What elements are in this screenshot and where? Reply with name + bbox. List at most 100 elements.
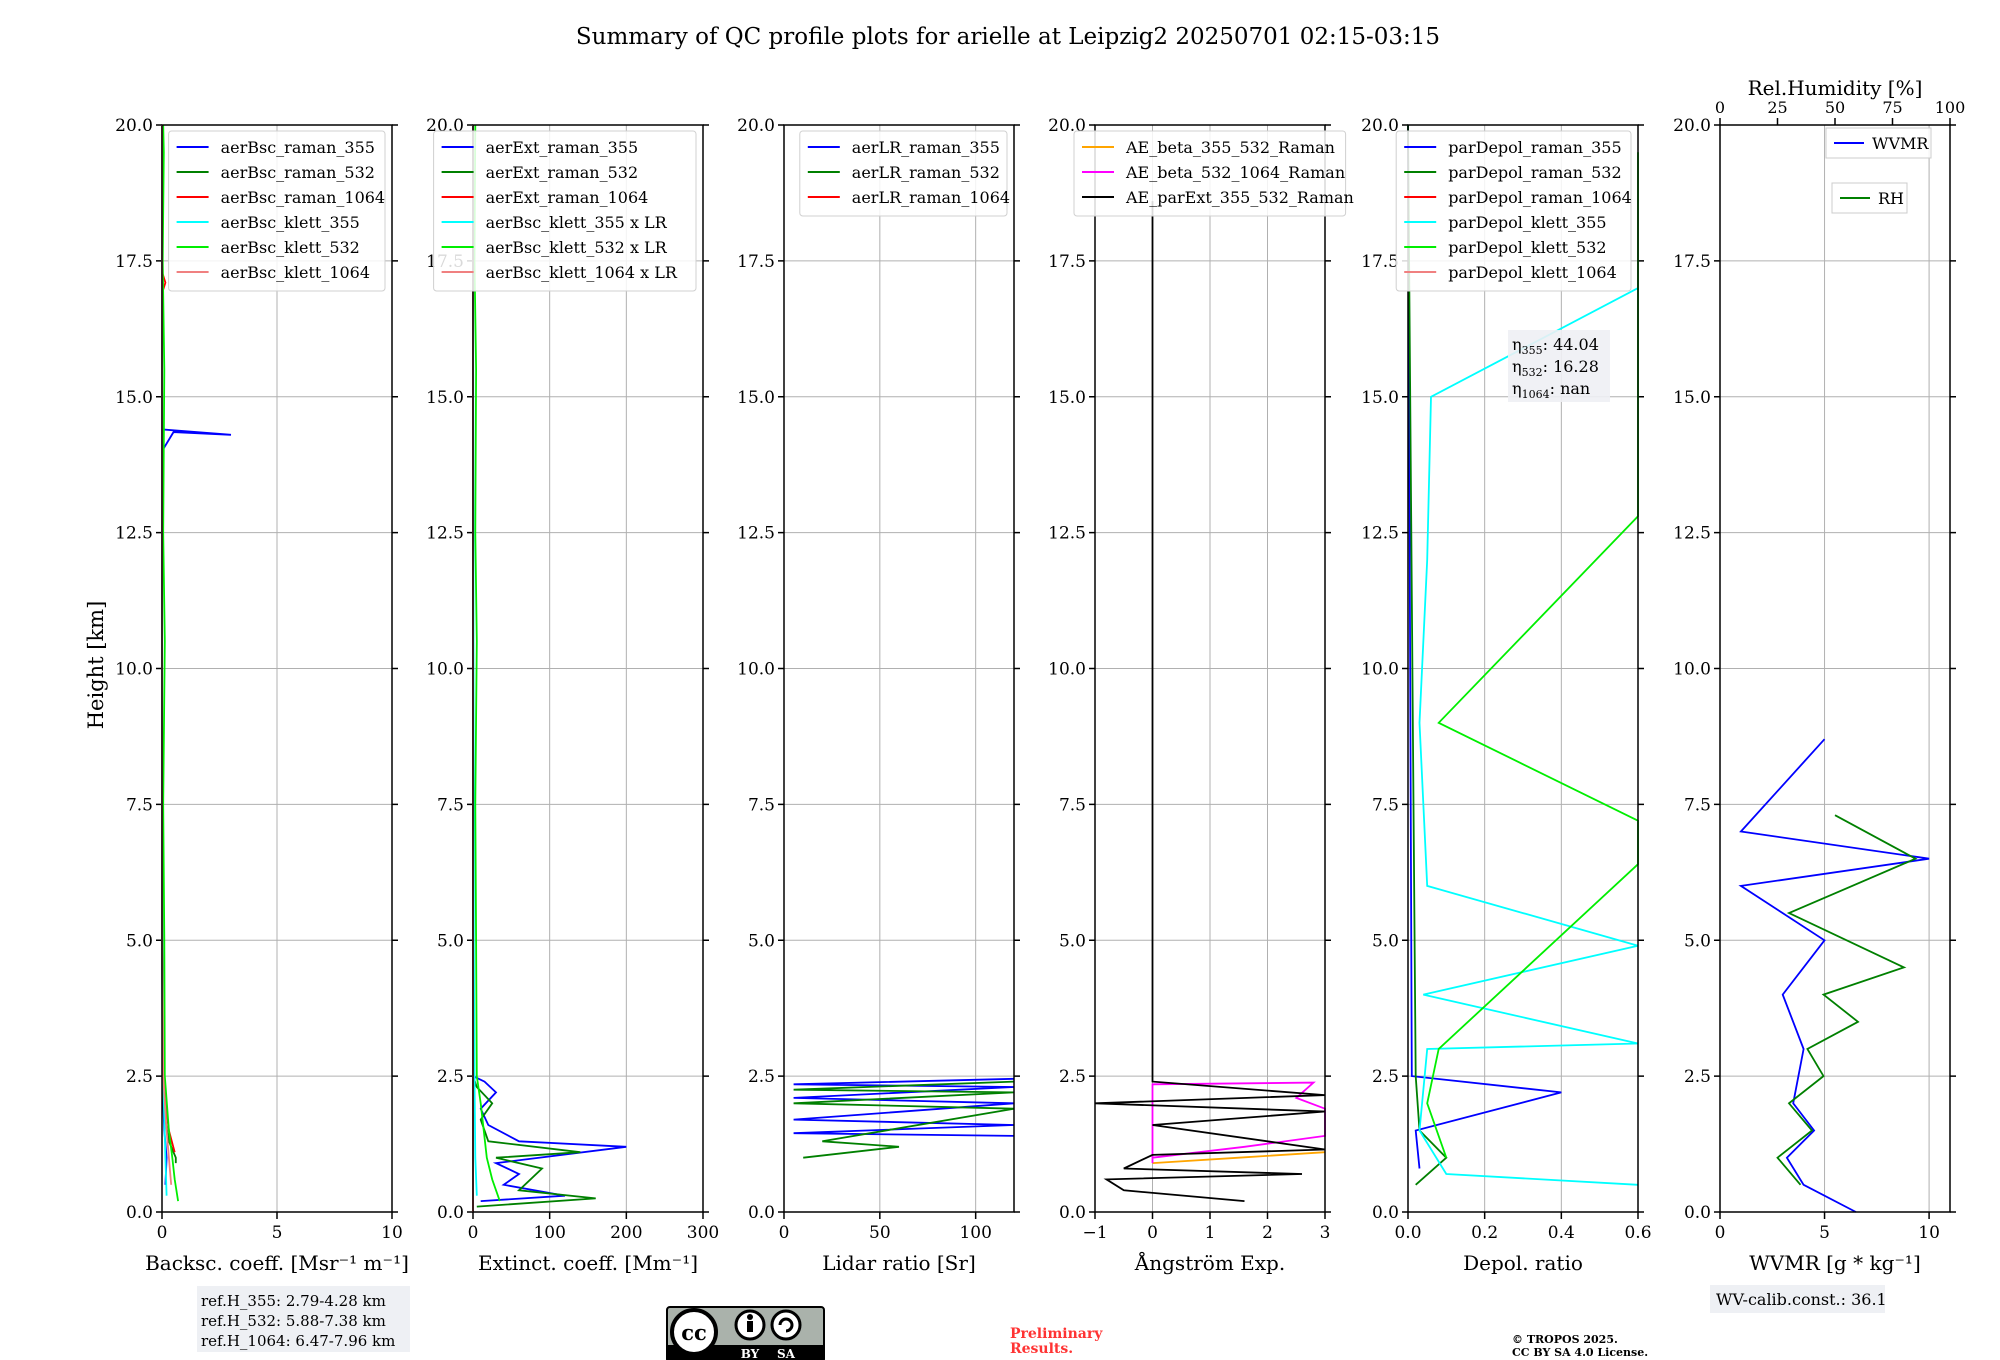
series-line-RH <box>1776 814 1918 1186</box>
y-tick-label: 2.5 <box>1684 1067 1711 1087</box>
x-tick-label: 50 <box>869 1223 891 1243</box>
x-tick-label: 200 <box>610 1223 642 1243</box>
legend-label: aerBsc_klett_1064 <box>221 263 370 282</box>
x-tick-label: −1 <box>1082 1223 1107 1243</box>
y-tick-label: 7.5 <box>437 795 464 815</box>
x-tick-label: 2 <box>1262 1223 1273 1243</box>
y-tick-label: 10.0 <box>1673 660 1711 680</box>
top-x-tick-label: 0 <box>1715 98 1725 117</box>
eta-label-355: η355: 44.04 <box>1512 335 1599 357</box>
y-tick-label: 15.0 <box>426 388 464 408</box>
y-tick-label: 2.5 <box>1059 1067 1086 1087</box>
y-tick-label: 7.5 <box>748 795 775 815</box>
x-tick-label: 0.6 <box>1624 1223 1651 1243</box>
legend-label: aerExt_raman_355 <box>486 138 639 157</box>
x-tick-label: 0 <box>1715 1223 1726 1243</box>
y-tick-label: 15.0 <box>1673 388 1711 408</box>
panel-extinction: 0.02.55.07.510.012.515.017.520.001002003… <box>426 116 719 1275</box>
x-tick-label: 10 <box>1918 1223 1940 1243</box>
y-tick-label: 15.0 <box>115 388 153 408</box>
legend-label: aerBsc_klett_1064 x LR <box>486 263 678 282</box>
y-tick-label: 17.5 <box>737 252 775 272</box>
legend-label: parDepol_raman_532 <box>1448 163 1621 182</box>
legend-box <box>168 130 386 292</box>
x-axis-label: Backsc. coeff. [Msr⁻¹ m⁻¹] <box>145 1251 409 1275</box>
legend-label: aerBsc_raman_1064 <box>221 188 386 207</box>
y-tick-label: 17.5 <box>1048 252 1086 272</box>
legend-label: aerBsc_raman_532 <box>221 163 375 182</box>
y-tick-label: 2.5 <box>126 1067 153 1087</box>
eta-label-1064: η1064: nan <box>1512 379 1590 401</box>
top-x-tick-label: 100 <box>1935 98 1966 117</box>
series-line-AE_beta_355_532_Raman <box>1152 1151 1326 1164</box>
y-tick-label: 20.0 <box>1673 116 1711 136</box>
x-tick-label: 0 <box>779 1223 790 1243</box>
x-axis-label: WVMR [g * kg⁻¹] <box>1749 1251 1921 1275</box>
y-tick-label: 5.0 <box>437 931 464 951</box>
x-tick-label: 300 <box>687 1223 719 1243</box>
panel-lidar-ratio: 0.0 2.5 5.0 7.5 10.0 12.5 15.0 17.5 20.0 0 50 100 Li… <box>737 116 1020 1275</box>
panels: 0.02.55.07.510.012.515.017.520.00 5 10Back… <box>115 76 1965 1275</box>
panel-backscatter: 0.0 2.5 5.0 7.5 10.0 12.5 15.0 17.5 20.0 0 5 10 Back… <box>115 116 409 1275</box>
y-tick-label: 7.5 <box>1684 795 1711 815</box>
y-tick-label: 12.5 <box>737 524 775 544</box>
y-tick-label: 12.5 <box>1673 524 1711 544</box>
y-tick-label: 12.5 <box>426 524 464 544</box>
y-tick-label: 0.0 <box>1372 1203 1399 1223</box>
axes-frame <box>472 124 704 1213</box>
y-tick-label: 20.0 <box>115 116 153 136</box>
x-tick-label: 0.2 <box>1471 1223 1498 1243</box>
y-tick-label: 12.5 <box>1361 524 1399 544</box>
x-tick-label: 5 <box>272 1223 283 1243</box>
legend-label: parDepol_klett_355 <box>1448 213 1606 232</box>
ref-height-532: ref.H_532: 5.88-7.38 km <box>201 1312 386 1330</box>
figure-title: Summary of QC profile plots for arielle … <box>576 24 1440 50</box>
y-tick-label: 5.0 <box>126 931 153 951</box>
series-line-aerLR_raman_532 <box>793 1080 1015 1159</box>
series-line-parDepol_klett_532 <box>1426 152 1639 1158</box>
legend-label: RH <box>1878 189 1904 208</box>
x-tick-label: 10 <box>381 1223 403 1243</box>
x-tick-label: 1 <box>1205 1223 1216 1243</box>
top-x-tick-label: 75 <box>1882 98 1902 117</box>
x-tick-label: 100 <box>533 1223 565 1243</box>
legend-label: WVMR <box>1872 134 1929 153</box>
copyright-line-2: CC BY SA 4.0 License. <box>1512 1346 1648 1359</box>
license-sa-label: SA <box>777 1347 796 1360</box>
y-tick-label: 12.5 <box>115 524 153 544</box>
panel-depol: 0.0 2.5 5.0 7.5 10.0 12.5 15.0 17.5 20.0 0.0 0.2 0.… <box>1361 116 1651 1275</box>
x-axis-label: Extinct. coeff. [Mm⁻¹] <box>478 1251 698 1275</box>
y-tick-label: 12.5 <box>1048 524 1086 544</box>
svg-text:cc: cc <box>681 1320 707 1345</box>
y-tick-label: 5.0 <box>1684 931 1711 951</box>
top-x-axis-label: Rel.Humidity [%] <box>1748 76 1923 100</box>
preliminary-line-1: Preliminary <box>1010 1326 1103 1342</box>
top-x-tick-label: 25 <box>1767 98 1787 117</box>
legend-label: aerBsc_klett_355 x LR <box>486 213 668 232</box>
y-tick-label: 5.0 <box>1372 931 1399 951</box>
panel-wv: 0.02.55.07.510.012.515.017.520.00 5 10WVMR… <box>1673 76 1965 1275</box>
wv-calib-text: WV-calib.const.: 36.1 <box>1716 1290 1887 1309</box>
license-by-label: BY <box>741 1347 760 1360</box>
y-tick-label: 10.0 <box>426 660 464 680</box>
y-tick-label: 20.0 <box>1361 116 1399 136</box>
legend-label: aerBsc_klett_355 <box>221 213 360 232</box>
eta-box <box>1508 330 1610 402</box>
copyright-line-1: © TROPOS 2025. <box>1512 1333 1618 1346</box>
y-tick-label: 20.0 <box>737 116 775 136</box>
x-axis-label: Lidar ratio [Sr] <box>822 1251 976 1275</box>
y-tick-label: 15.0 <box>1048 388 1086 408</box>
legend-label: aerBsc_raman_355 <box>221 138 375 157</box>
y-tick-label: 10.0 <box>1048 660 1086 680</box>
y-tick-label: 0.0 <box>1059 1203 1086 1223</box>
legend-label: aerBsc_klett_532 <box>221 238 360 257</box>
y-tick-label: 10.0 <box>1361 660 1399 680</box>
axes-frame <box>161 124 393 1213</box>
y-tick-label: 17.5 <box>115 252 153 272</box>
x-tick-label: 0.4 <box>1548 1223 1575 1243</box>
legend-label: aerLR_raman_355 <box>852 138 1000 157</box>
axes-frame <box>1407 124 1639 1213</box>
y-axis-label: Height [km] <box>84 601 108 730</box>
x-tick-label: 100 <box>959 1223 991 1243</box>
